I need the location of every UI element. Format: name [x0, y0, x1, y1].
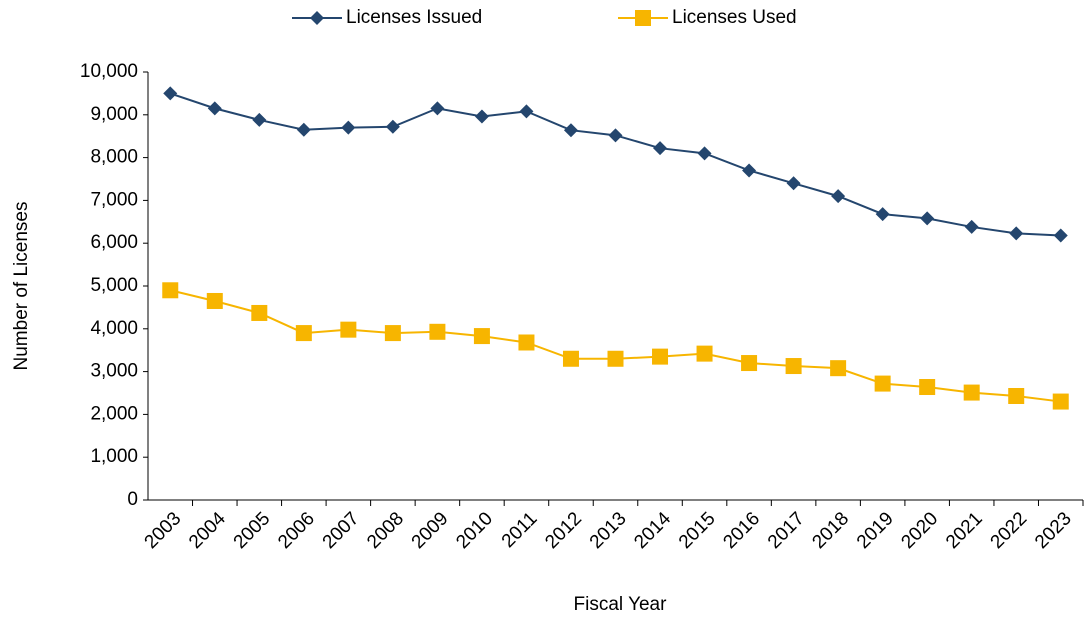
x-tick-label: 2008	[363, 508, 408, 553]
point	[607, 350, 624, 367]
point	[295, 325, 312, 342]
point	[473, 328, 490, 345]
point	[1009, 226, 1024, 241]
y-tick-label: 9,000	[90, 104, 138, 125]
y-tick-label: 7,000	[90, 189, 138, 210]
point	[518, 334, 535, 351]
point	[964, 219, 979, 234]
point	[1052, 393, 1069, 410]
y-tick-label: 0	[127, 489, 138, 510]
point	[1008, 387, 1025, 404]
point	[652, 348, 669, 365]
point	[341, 120, 356, 135]
point	[635, 10, 651, 26]
x-tick-label: 2004	[185, 508, 230, 553]
point	[742, 163, 757, 178]
point	[785, 358, 802, 375]
point	[874, 375, 891, 392]
x-tick-label: 2016	[719, 508, 764, 553]
x-tick-label: 2010	[452, 508, 497, 553]
point	[562, 350, 579, 367]
x-tick-label: 2009	[408, 508, 453, 553]
point	[920, 211, 935, 226]
point	[340, 321, 357, 338]
y-tick-label: 6,000	[90, 232, 138, 253]
point	[252, 112, 267, 127]
point	[163, 86, 178, 101]
x-tick-label: 2012	[541, 508, 586, 553]
x-tick-label: 2017	[764, 508, 809, 553]
y-tick-label: 4,000	[90, 318, 138, 339]
y-tick-label: 10,000	[80, 61, 138, 82]
x-tick-label: 2011	[498, 508, 542, 552]
point	[741, 355, 758, 372]
x-tick-label: 2003	[141, 508, 186, 553]
x-tick-label: 2020	[898, 508, 943, 553]
point	[786, 176, 801, 191]
point	[162, 282, 179, 299]
point	[206, 292, 223, 309]
y-tick-label: 3,000	[90, 361, 138, 382]
x-tick-label: 2022	[987, 508, 1032, 553]
point	[875, 207, 890, 222]
point	[474, 109, 489, 124]
point	[919, 379, 936, 396]
point	[697, 146, 712, 161]
legend-label: Licenses Issued	[346, 7, 482, 28]
y-tick-label: 1,000	[90, 446, 138, 467]
x-tick-label: 2021	[942, 508, 987, 553]
x-tick-label: 2014	[630, 508, 675, 553]
point	[963, 384, 980, 401]
point	[429, 323, 446, 340]
y-tick-label: 8,000	[90, 147, 138, 168]
point	[207, 101, 222, 116]
x-axis-title: Fiscal Year	[574, 594, 668, 615]
x-tick-label: 2005	[230, 508, 275, 553]
point	[608, 128, 623, 143]
point	[519, 104, 534, 119]
y-tick-label: 2,000	[90, 403, 138, 424]
point	[296, 122, 311, 137]
point	[563, 123, 578, 138]
y-tick-label: 5,000	[90, 275, 138, 296]
x-tick-label: 2018	[808, 508, 853, 553]
x-tick-label: 2007	[319, 508, 364, 553]
point	[384, 325, 401, 342]
point	[830, 360, 847, 377]
point	[310, 11, 324, 25]
x-tick-label: 2013	[586, 508, 631, 553]
x-tick-label: 2019	[853, 508, 898, 553]
point	[831, 189, 846, 204]
y-axis-title: Number of Licenses	[11, 202, 32, 371]
point	[385, 119, 400, 134]
x-tick-label: 2015	[675, 508, 720, 553]
point	[696, 345, 713, 362]
point	[251, 304, 268, 321]
point	[430, 101, 445, 116]
point	[653, 141, 668, 156]
point	[1053, 228, 1068, 243]
legend-label: Licenses Used	[672, 7, 797, 28]
x-tick-label: 2023	[1031, 508, 1076, 553]
x-tick-label: 2006	[274, 508, 319, 553]
